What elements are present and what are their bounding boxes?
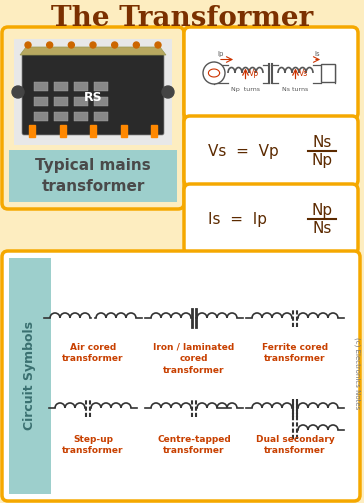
Bar — [74, 112, 88, 121]
Text: Is: Is — [314, 50, 320, 56]
Bar — [54, 97, 68, 106]
Circle shape — [112, 42, 118, 48]
Text: Ferrite cored
transformer: Ferrite cored transformer — [262, 343, 328, 364]
Bar — [94, 82, 108, 91]
Text: Np: Np — [312, 203, 333, 217]
Bar — [54, 112, 68, 121]
Text: RS: RS — [84, 91, 102, 104]
Bar — [151, 125, 157, 137]
Text: Ip: Ip — [218, 50, 224, 56]
Text: Np  turns: Np turns — [231, 87, 260, 92]
Text: Vs: Vs — [298, 68, 308, 77]
Bar — [34, 112, 48, 121]
Text: (c) Electronics Notes: (c) Electronics Notes — [354, 337, 360, 409]
FancyBboxPatch shape — [184, 27, 358, 119]
Text: Ns: Ns — [312, 220, 332, 235]
Bar — [94, 112, 108, 121]
FancyBboxPatch shape — [22, 53, 164, 135]
Text: Typical mains
transformer: Typical mains transformer — [35, 158, 151, 194]
FancyBboxPatch shape — [2, 251, 360, 501]
Circle shape — [47, 42, 53, 48]
Text: Vs  =  Vp: Vs = Vp — [208, 143, 279, 158]
Text: Centre-tapped
transformer: Centre-tapped transformer — [157, 435, 231, 455]
Text: Circuit Symbols: Circuit Symbols — [24, 321, 36, 431]
Text: Ns turns: Ns turns — [282, 87, 309, 92]
Circle shape — [25, 42, 31, 48]
Bar — [321, 64, 335, 82]
Circle shape — [162, 86, 174, 98]
Bar — [54, 82, 68, 91]
Text: Is  =  Ip: Is = Ip — [208, 211, 267, 226]
Bar — [74, 82, 88, 91]
Circle shape — [203, 62, 225, 84]
Text: Ns: Ns — [312, 134, 332, 149]
Bar — [34, 82, 48, 91]
Bar — [29, 125, 35, 137]
Bar — [120, 125, 127, 137]
FancyBboxPatch shape — [184, 116, 358, 186]
Text: Vp: Vp — [249, 68, 259, 77]
Text: Step-up
transformer: Step-up transformer — [62, 435, 124, 455]
Circle shape — [12, 86, 24, 98]
FancyBboxPatch shape — [184, 184, 358, 254]
Text: Np: Np — [312, 152, 333, 167]
FancyBboxPatch shape — [9, 150, 177, 202]
Text: Air cored
transformer: Air cored transformer — [62, 343, 124, 364]
Polygon shape — [20, 47, 166, 55]
Circle shape — [155, 42, 161, 48]
Bar — [94, 97, 108, 106]
Bar — [34, 97, 48, 106]
FancyBboxPatch shape — [9, 258, 51, 494]
Bar — [74, 97, 88, 106]
FancyBboxPatch shape — [2, 27, 184, 209]
Circle shape — [90, 42, 96, 48]
Bar — [59, 125, 66, 137]
Text: Dual secondary
transformer: Dual secondary transformer — [256, 435, 335, 455]
Circle shape — [133, 42, 139, 48]
Circle shape — [68, 42, 74, 48]
Text: Iron / laminated
cored
transformer: Iron / laminated cored transformer — [153, 343, 235, 375]
Text: The Transformer: The Transformer — [51, 5, 313, 32]
Bar — [90, 125, 96, 137]
FancyBboxPatch shape — [14, 39, 172, 145]
